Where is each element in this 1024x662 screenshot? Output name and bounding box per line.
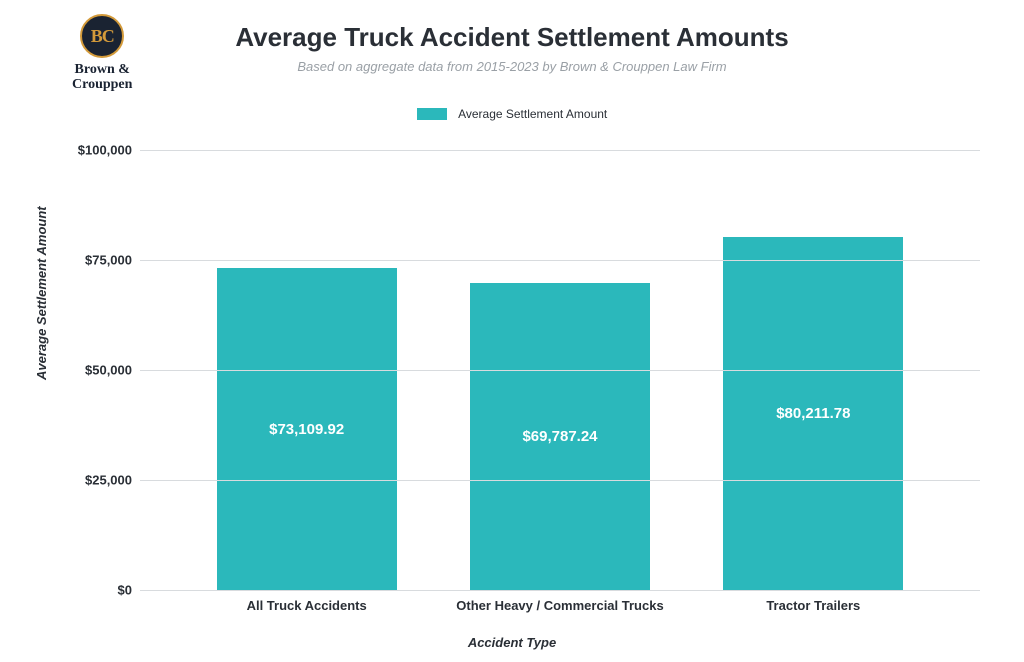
y-tick-label: $0 bbox=[60, 583, 132, 598]
chart-title: Average Truck Accident Settlement Amount… bbox=[0, 22, 1024, 53]
x-axis-labels: All Truck Accidents Other Heavy / Commerc… bbox=[140, 598, 980, 613]
grid-line bbox=[140, 590, 980, 591]
legend: Average Settlement Amount bbox=[0, 106, 1024, 121]
x-tick-label: All Truck Accidents bbox=[197, 598, 417, 613]
y-tick-label: $25,000 bbox=[60, 473, 132, 488]
x-tick-label: Tractor Trailers bbox=[703, 598, 923, 613]
chart-subtitle: Based on aggregate data from 2015-2023 b… bbox=[0, 59, 1024, 74]
y-tick-label: $50,000 bbox=[60, 363, 132, 378]
grid-line bbox=[140, 370, 980, 371]
bar: $69,787.24 bbox=[470, 283, 650, 590]
grid-line bbox=[140, 480, 980, 481]
bar-value-label: $69,787.24 bbox=[522, 428, 597, 445]
grid-line bbox=[140, 260, 980, 261]
x-tick-label: Other Heavy / Commercial Trucks bbox=[450, 598, 670, 613]
bar: $80,211.78 bbox=[723, 237, 903, 590]
bar: $73,109.92 bbox=[217, 268, 397, 590]
bar-value-label: $80,211.78 bbox=[776, 405, 850, 422]
title-block: Average Truck Accident Settlement Amount… bbox=[0, 22, 1024, 74]
legend-swatch bbox=[417, 108, 447, 120]
y-tick-label: $75,000 bbox=[60, 253, 132, 268]
plot-area: $73,109.92$69,787.24$80,211.78 $0$25,000… bbox=[140, 150, 980, 590]
bar-value-label: $73,109.92 bbox=[269, 421, 344, 438]
x-axis-title: Accident Type bbox=[0, 635, 1024, 650]
y-tick-label: $100,000 bbox=[60, 143, 132, 158]
logo-name-line2: Crouppen bbox=[72, 77, 132, 92]
grid-line bbox=[140, 150, 980, 151]
y-axis-title: Average Settlement Amount bbox=[34, 206, 49, 380]
legend-label: Average Settlement Amount bbox=[458, 107, 607, 121]
